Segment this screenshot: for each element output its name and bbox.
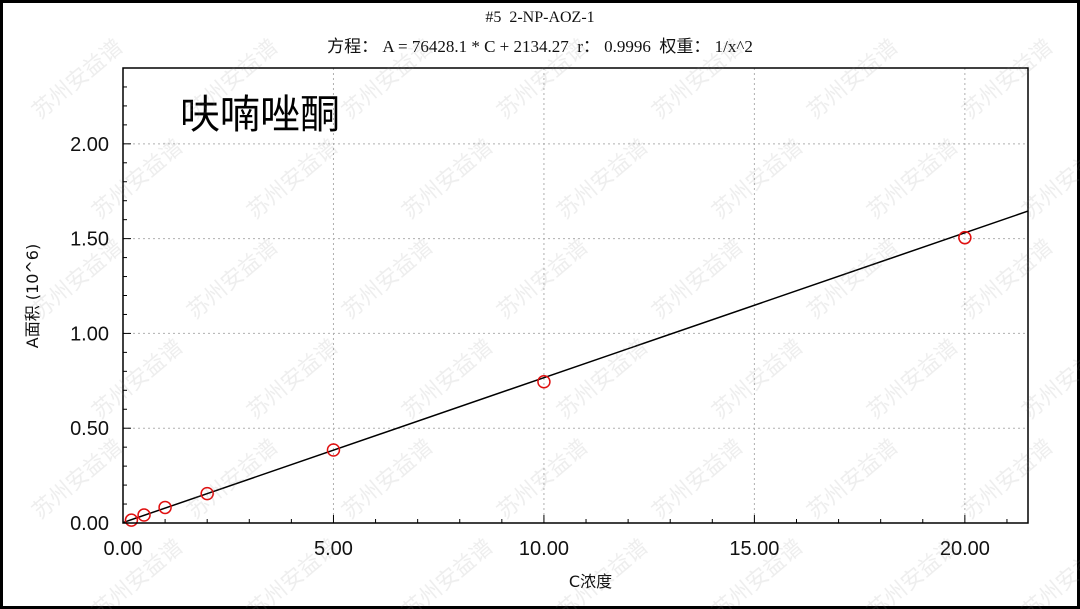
watermark-text: 苏州安益谱: [958, 235, 1058, 325]
watermark-text: 苏州安益谱: [648, 435, 748, 525]
watermark-text: 苏州安益谱: [398, 135, 498, 225]
fit-line: [122, 210, 1029, 524]
axis-ticks: [122, 67, 1008, 524]
watermark-text: 苏州安益谱: [863, 535, 963, 609]
watermark-text: 苏州安益谱: [803, 35, 903, 125]
calibration-equation: 方程： A = 76428.1 * C + 2134.27 r： 0.9996 …: [327, 37, 753, 56]
watermark-text: 苏州安益谱: [648, 35, 748, 125]
y-tick-label: 0.00: [70, 513, 109, 535]
x-tick-label: 15.00: [729, 538, 779, 560]
watermark-text: 苏州安益谱: [183, 235, 283, 325]
watermark-text: 苏州安益谱: [1018, 135, 1080, 225]
watermark-text: 苏州安益谱: [863, 335, 963, 425]
data-points: [124, 230, 972, 527]
watermark-text: 苏州安益谱: [88, 335, 188, 425]
data-point: [537, 375, 551, 389]
y-tick-label: 0.50: [70, 418, 109, 440]
watermark-text: 苏州安益谱: [493, 435, 593, 525]
watermark-text: 苏州安益谱: [648, 235, 748, 325]
x-tick-label: 5.00: [314, 538, 353, 560]
x-tick-label: 0.00: [104, 538, 143, 560]
x-tick-labels: 0.00 5.00 10.00 15.00 20.00: [104, 538, 990, 560]
watermark-text: 苏州安益谱: [958, 435, 1058, 525]
watermark-text: 苏州安益谱: [28, 435, 128, 525]
fit-line-layer: [122, 210, 1029, 524]
watermark-text: 苏州安益谱: [338, 235, 438, 325]
x-tick-label: 20.00: [940, 538, 990, 560]
watermark-text: 苏州安益谱: [553, 335, 653, 425]
watermark-text: 苏州安益谱: [243, 135, 343, 225]
data-point: [958, 230, 972, 245]
watermark-text: 苏州安益谱: [803, 435, 903, 525]
watermark-text: 苏州安益谱: [183, 435, 283, 525]
watermark-text: 苏州安益谱: [1018, 335, 1080, 425]
chart-title: #5 2-NP-AOZ-1: [485, 9, 595, 26]
y-tick-label: 1.00: [70, 323, 109, 345]
data-point: [200, 486, 214, 501]
watermark-text: 苏州安益谱: [28, 35, 128, 125]
watermark-text: 苏州安益谱: [243, 535, 343, 609]
compound-annotation: 呋喃唑酮: [180, 92, 340, 138]
watermark-text: 苏州安益谱: [803, 235, 903, 325]
watermark-text: 苏州安益谱: [493, 235, 593, 325]
y-tick-label: 2.00: [70, 134, 109, 156]
x-tick-label: 10.00: [519, 538, 569, 560]
watermark-text: 苏州安益谱: [1018, 535, 1080, 609]
data-point: [137, 508, 151, 522]
y-axis-label: A面积 (10^6): [23, 244, 42, 348]
watermark-text: 苏州安益谱: [708, 135, 808, 225]
watermark-text: 苏州安益谱: [338, 35, 438, 125]
watermark-text: 苏州安益谱: [958, 35, 1058, 125]
watermark-text: 苏州安益谱: [708, 335, 808, 425]
data-point: [124, 513, 139, 527]
watermark-text: 苏州安益谱: [493, 35, 593, 125]
watermark-text: 苏州安益谱: [553, 135, 653, 225]
watermark-text: 苏州安益谱: [243, 335, 343, 425]
y-tick-labels: 0.00 0.50 1.00 1.50 2.00: [70, 134, 109, 535]
data-point: [326, 443, 341, 457]
watermark-text: 苏州安益谱: [863, 135, 963, 225]
x-axis-label: C浓度: [569, 572, 612, 591]
y-tick-label: 1.50: [70, 229, 109, 251]
watermark-text: 苏州安益谱: [338, 435, 438, 525]
data-point: [158, 500, 172, 515]
watermark-text: 苏州安益谱: [398, 535, 498, 609]
